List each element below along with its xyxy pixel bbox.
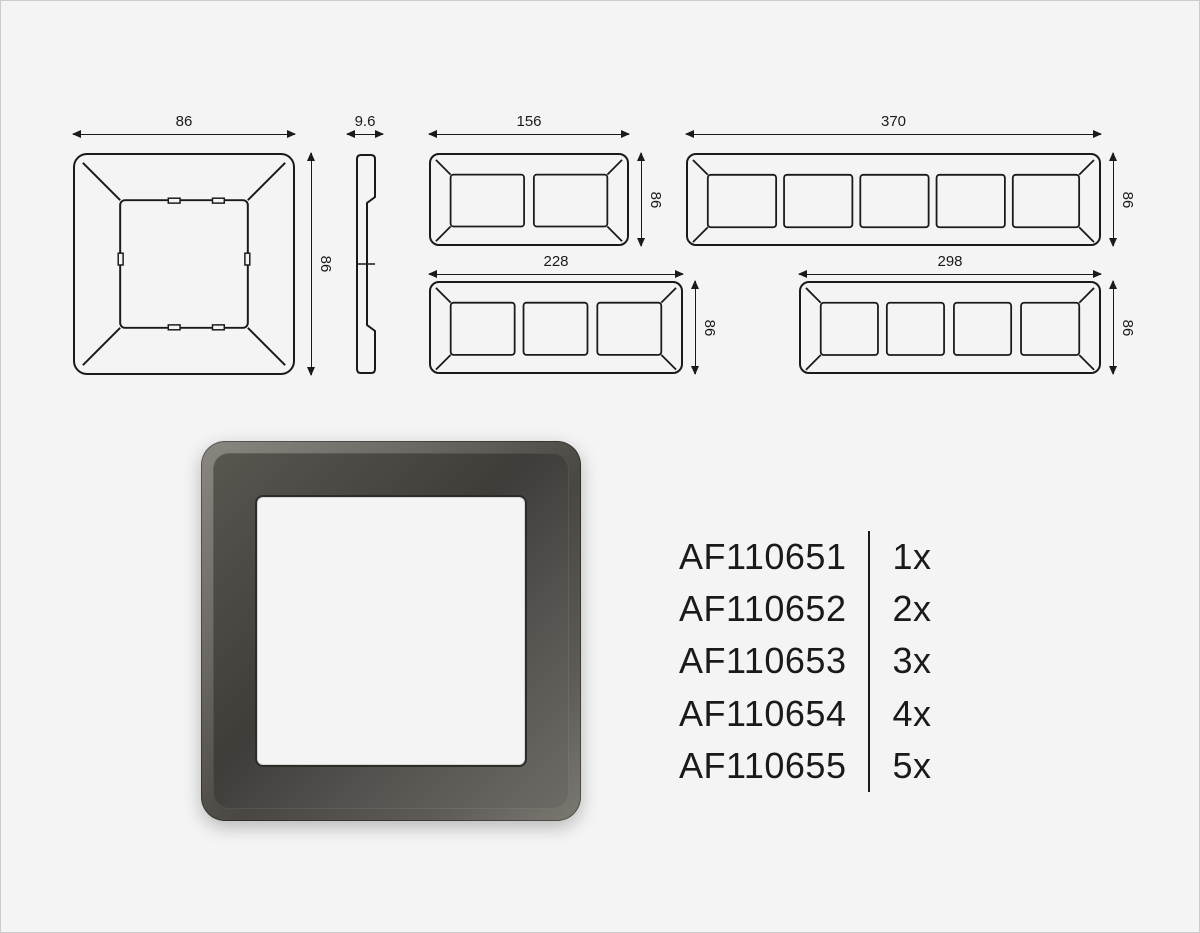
- dim-h86a: 86: [311, 153, 312, 375]
- dim-d96: 9.6: [347, 113, 383, 135]
- dim-label: 86: [73, 113, 295, 130]
- dim-h86c: 86: [1113, 153, 1114, 246]
- sku-code: AF110652: [679, 583, 846, 635]
- sku-codes-column: AF110651 AF110652 AF110653 AF110654 AF11…: [657, 531, 870, 792]
- frame-double-outline: [429, 153, 629, 246]
- dim-label: 9.6: [347, 113, 383, 130]
- page: 86 9.6 156 370 228 298 86 86 86 86 86: [0, 0, 1200, 933]
- sku-code: AF110655: [679, 740, 846, 792]
- frame-quintuple-outline: [686, 153, 1101, 246]
- frame-single-bevel: [75, 155, 293, 373]
- sku-qty: 2x: [892, 583, 931, 635]
- dim-w228: 228: [429, 253, 683, 275]
- dim-w86: 86: [73, 113, 295, 135]
- dim-h86b: 86: [641, 153, 642, 246]
- frame-quadruple-outline: [799, 281, 1101, 374]
- sku-qty: 3x: [892, 635, 931, 687]
- dim-label: 86: [317, 256, 334, 273]
- sku-code: AF110654: [679, 688, 846, 740]
- dim-w156: 156: [429, 113, 629, 135]
- dim-h86d: 86: [695, 281, 696, 374]
- product-render-frame: [201, 441, 581, 821]
- frame-triple-outline: [429, 281, 683, 374]
- dim-w298: 298: [799, 253, 1101, 275]
- dim-label: 156: [429, 113, 629, 130]
- frame-profile: [353, 153, 377, 375]
- dim-label: 298: [799, 253, 1101, 270]
- sku-table: AF110651 AF110652 AF110653 AF110654 AF11…: [657, 531, 954, 792]
- sku-qty: 1x: [892, 531, 931, 583]
- sku-qty: 4x: [892, 688, 931, 740]
- dim-label: 370: [686, 113, 1101, 130]
- dim-label: 86: [647, 191, 664, 208]
- product-window: [257, 497, 525, 765]
- frame-single-outline: [73, 153, 295, 375]
- sku-code: AF110651: [679, 531, 846, 583]
- dim-h86e: 86: [1113, 281, 1114, 374]
- dim-label: 228: [429, 253, 683, 270]
- sku-code: AF110653: [679, 635, 846, 687]
- sku-qty-column: 1x 2x 3x 4x 5x: [870, 531, 953, 792]
- dim-w370: 370: [686, 113, 1101, 135]
- dim-label: 86: [1119, 319, 1136, 336]
- dim-label: 86: [701, 319, 718, 336]
- sku-qty: 5x: [892, 740, 931, 792]
- dim-label: 86: [1119, 191, 1136, 208]
